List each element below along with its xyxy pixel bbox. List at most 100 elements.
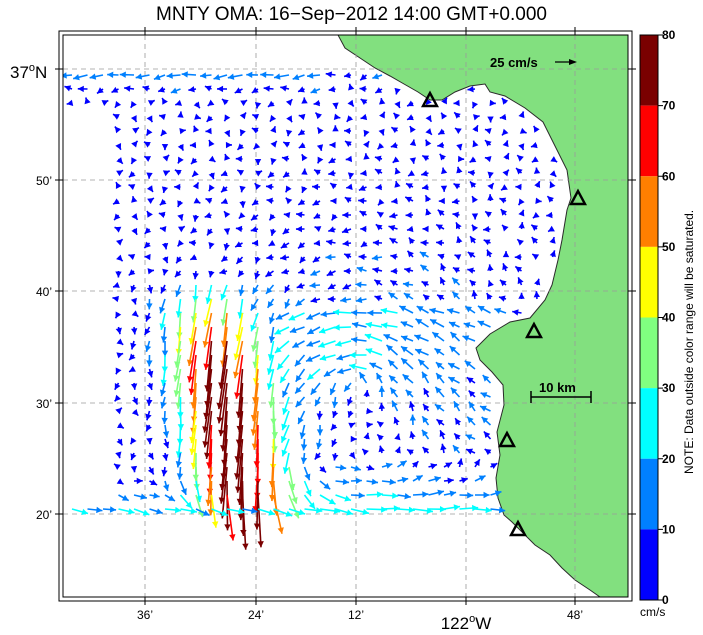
current-vector [501,224,509,232]
current-vector [130,465,138,473]
colorbar-tick-label: 20 [662,452,676,466]
land-mass [337,35,628,597]
current-vector [199,72,212,79]
current-vector [499,113,507,121]
current-vector [254,158,262,166]
current-vector [300,438,308,451]
current-vector [436,418,445,426]
current-vector [403,292,414,300]
current-vector [116,338,124,346]
current-vector [328,157,336,164]
current-vector [374,155,383,162]
current-vector [208,184,215,192]
current-vector [400,321,414,328]
current-vector [468,401,476,412]
current-vector [312,183,321,191]
current-vector [456,143,463,151]
current-vector [250,214,259,221]
colorbar-note: NOTE: Data outside color range will be s… [682,210,696,474]
current-vector [298,142,306,149]
current-vector [436,239,445,247]
current-vector [378,445,385,454]
current-vector [459,492,474,499]
current-vector [466,376,476,384]
current-vector [471,213,479,220]
current-vector [280,85,290,92]
current-vector [221,98,229,106]
current-vector [533,291,541,300]
current-vector [455,221,462,230]
current-vector [235,256,244,265]
current-vector [160,368,167,387]
current-vector [295,368,306,383]
current-vector [421,154,430,162]
lon-label-12: 12’ [348,608,364,622]
current-vector [179,480,187,496]
current-vector [162,268,169,276]
current-vector [267,100,275,108]
current-vector [546,195,554,203]
current-vector [412,491,429,498]
current-vector [206,228,214,236]
current-vector [310,269,321,276]
current-vector [188,239,197,247]
current-vector [421,371,430,384]
current-vector [325,71,336,78]
current-vector [346,115,354,123]
current-vector [449,331,461,342]
current-vector [372,267,383,274]
current-vector [348,83,355,91]
current-vector [394,101,401,109]
current-vector [208,155,216,163]
current-vector [550,156,558,163]
current-vector [193,125,200,133]
current-vector [474,491,490,499]
scale-bar-label: 10 km [539,380,576,395]
current-vector [162,154,170,162]
current-vector [281,382,290,398]
current-vector [281,438,290,457]
current-vector [326,269,336,277]
current-vector [266,197,274,204]
current-vector [397,506,415,514]
current-vector [295,298,305,307]
current-vector [453,99,460,107]
current-vector [375,183,383,191]
current-vector [113,213,121,221]
current-vector [194,113,202,120]
current-vector [166,72,181,79]
current-vector [518,111,525,119]
current-vector [438,197,445,205]
current-vector [234,241,243,248]
current-vector [130,452,137,461]
current-vector [240,99,248,107]
current-vector [251,113,260,120]
current-vector [175,298,183,318]
current-vector [306,326,321,335]
current-vector [501,97,509,105]
current-vector [107,71,119,78]
current-vector [149,479,158,486]
map-title: MNTY OMA: 16−Sep−2012 14:00 GMT+0.000 [156,4,547,25]
current-vector [314,225,322,232]
current-vector [234,354,244,399]
current-vector [66,99,74,107]
colorbar-tick-label: 50 [662,240,676,254]
current-vector [115,326,122,335]
current-vector [490,462,498,469]
current-vector [347,99,355,107]
current-vector [437,209,445,217]
colorbar-segment [640,246,658,318]
current-vector [379,111,386,119]
current-vector [135,73,150,80]
current-vector [408,237,416,245]
current-vector [347,410,354,418]
current-vector [474,474,486,482]
current-vector [235,155,243,163]
current-vector [285,129,293,137]
current-vector [450,387,461,398]
current-vector [268,326,276,343]
current-vector [64,85,73,92]
current-vector [391,400,399,412]
current-vector [439,153,447,161]
